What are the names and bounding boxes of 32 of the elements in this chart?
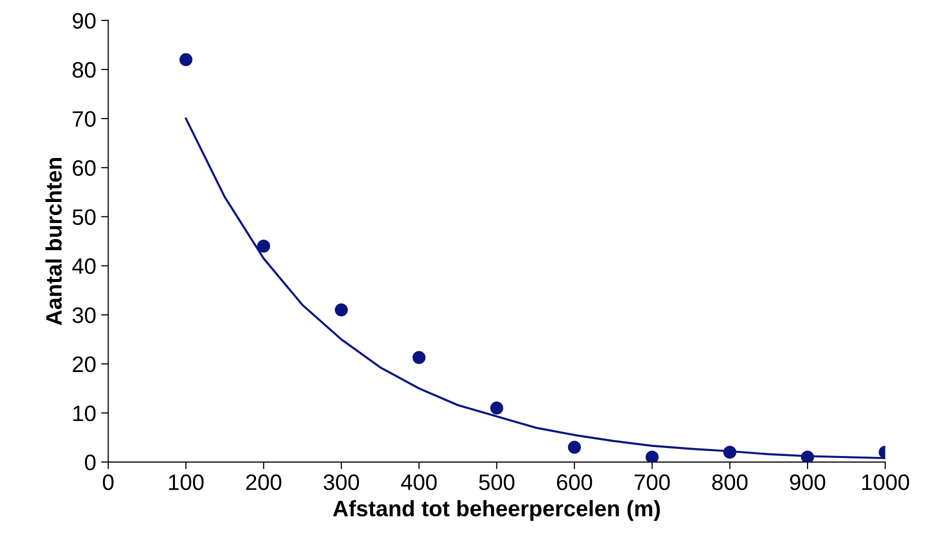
x-tick-label: 200 xyxy=(246,474,282,490)
x-tick-label: 500 xyxy=(479,474,514,490)
x-tick-label: 700 xyxy=(634,474,670,490)
y-tick-label: 10 xyxy=(73,405,96,422)
x-axis-title: Afstand tot beheerpercelen (m) xyxy=(333,500,660,521)
x-tick-label: 900 xyxy=(790,474,826,490)
point xyxy=(334,303,348,316)
y-tick-label: 60 xyxy=(72,160,96,176)
point xyxy=(257,240,270,253)
x-tick-label: 800 xyxy=(712,474,748,490)
point xyxy=(723,446,736,459)
y-axis-title: Aantal burchten xyxy=(45,158,62,326)
y-tick-label: 30 xyxy=(72,307,96,324)
y-tick-label: 80 xyxy=(72,62,96,78)
point xyxy=(490,402,504,415)
x-tick-label: 600 xyxy=(557,474,592,490)
y-tick-label: 90 xyxy=(72,12,96,29)
point xyxy=(646,450,659,462)
point xyxy=(568,440,581,454)
x-tick-label: 300 xyxy=(324,474,359,490)
x-tick-label: 0 xyxy=(102,474,114,490)
x-tick-label: 400 xyxy=(401,474,437,490)
x-tick-label: 1000 xyxy=(862,474,910,490)
x-tick-label: 100 xyxy=(169,474,204,490)
y-tick-label: 20 xyxy=(72,356,96,372)
y-tick-label: 50 xyxy=(72,209,96,225)
y-tick-label: 70 xyxy=(72,111,96,127)
y-tick-label: 40 xyxy=(72,258,96,274)
y-tick-label: 0 xyxy=(84,454,96,470)
point xyxy=(179,53,192,66)
point xyxy=(412,351,426,364)
point xyxy=(801,450,814,462)
